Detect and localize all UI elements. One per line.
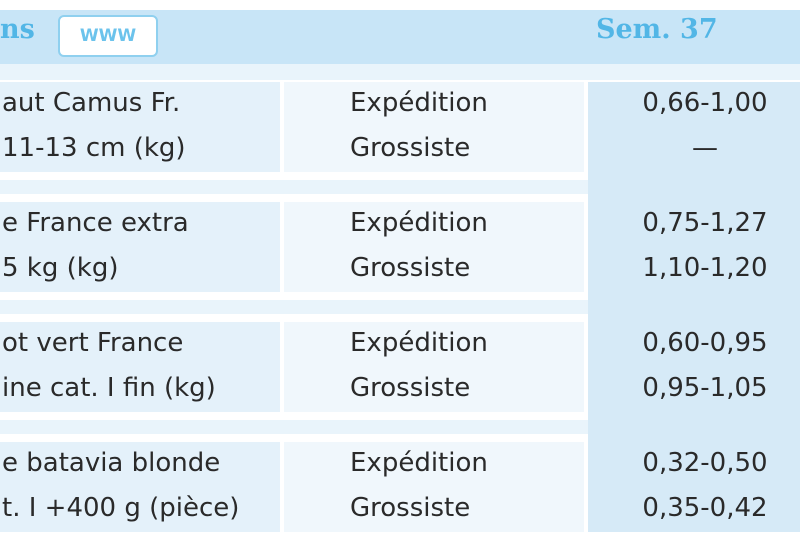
price-cell	[588, 292, 800, 412]
product-cell	[0, 82, 280, 172]
product-name: 11-13 cm (kg)	[2, 133, 186, 163]
price-range: 0,95-1,05	[642, 373, 768, 403]
header-title: ns	[0, 14, 35, 45]
price-range: 0,60-0,95	[642, 328, 768, 358]
price-range: 0,75-1,27	[642, 208, 768, 238]
type-cell	[284, 202, 584, 292]
price-range: 0,32-0,50	[642, 448, 768, 478]
price-range: —	[692, 133, 718, 163]
product-name: e batavia blonde	[2, 448, 221, 478]
type-cell	[284, 82, 584, 172]
price-cell	[588, 412, 800, 532]
market-type: Grossiste	[350, 133, 471, 163]
separator	[0, 64, 800, 80]
product-name: t. I +400 g (pièce)	[2, 493, 240, 523]
price-range: 0,66-1,00	[642, 88, 768, 118]
market-type: Expédition	[350, 208, 488, 238]
product-cell	[0, 442, 280, 532]
product-name: ot vert France	[2, 328, 184, 358]
product-name: ine cat. I fin (kg)	[2, 373, 216, 403]
market-type: Expédition	[350, 88, 488, 118]
price-cell	[588, 172, 800, 292]
product-cell	[0, 322, 280, 412]
market-type: Expédition	[350, 328, 488, 358]
web-badge[interactable]: WWW	[58, 15, 158, 57]
market-type: Grossiste	[350, 373, 471, 403]
type-cell	[284, 442, 584, 532]
product-cell	[0, 202, 280, 292]
product-name: e France extra	[2, 208, 189, 238]
market-type: Grossiste	[350, 253, 471, 283]
week-label: Sem. 37	[596, 14, 718, 45]
product-name: aut Camus Fr.	[2, 88, 181, 118]
type-cell	[284, 322, 584, 412]
price-range: 0,35-0,42	[642, 493, 768, 523]
price-range: 1,10-1,20	[642, 253, 768, 283]
product-name: 5 kg (kg)	[2, 253, 119, 283]
price-cell	[588, 82, 800, 172]
market-type: Grossiste	[350, 493, 471, 523]
market-type: Expédition	[350, 448, 488, 478]
